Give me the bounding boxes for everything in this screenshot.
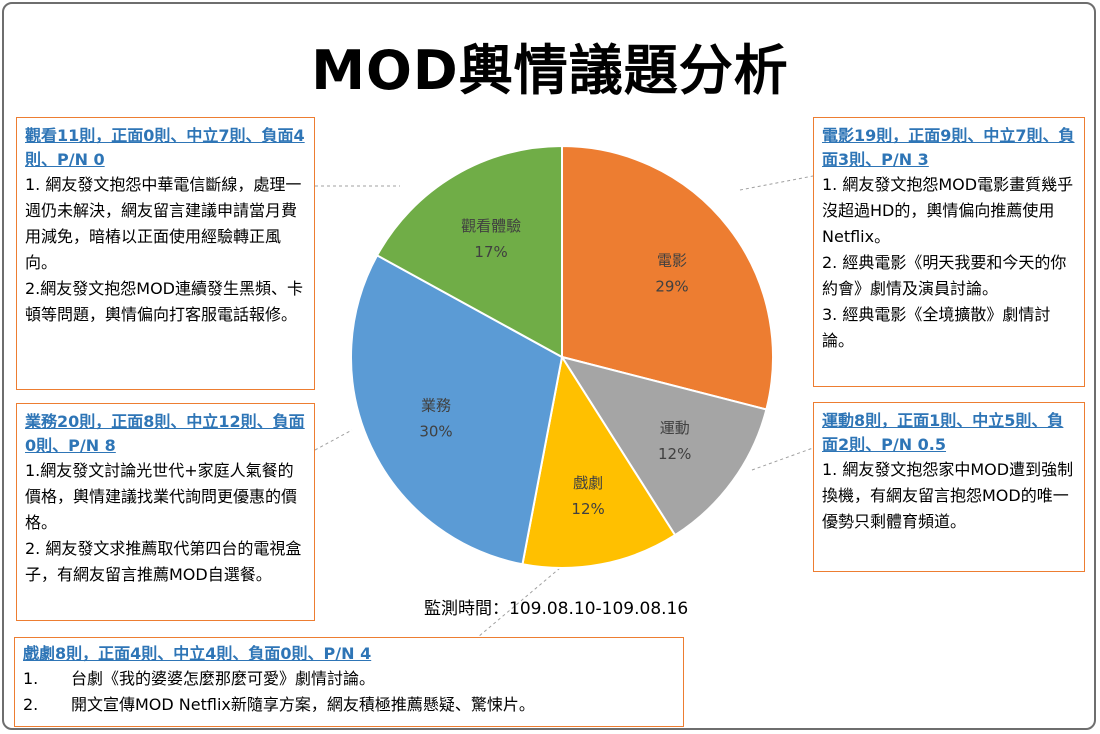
callout-item-drama-2: 2. 開文宣傳MOD Netflix新隨享方案，網友積極推薦懸疑、驚悚片。 [23,692,676,718]
callout-heading-business: 業務20則，正面8則、中立12則、負面0則、P/N 8 [25,412,305,455]
pie-slice-percent-3: 12% [571,500,604,518]
pie-slice-2 [559,355,768,537]
pie-slice-name-4: 業務 [421,396,451,414]
pie-slice-4 [350,253,564,566]
pie-slice-name-2: 運動 [660,419,690,437]
callout-heading-drama: 戲劇8則，正面4則、中立4則、負面0則、P/N 4 [23,644,372,663]
callout-item-sports-1: 1. 網友發文抱怨家中MOD遭到強制換機，有網友留言抱怨MOD的唯一優勢只剩體育… [822,460,1074,531]
monitor-period: 監測時間：109.08.10-109.08.16 [424,599,689,619]
callout-heading-watch: 觀看11則，正面0則、中立7則、負面4則、P/N 0 [25,126,305,169]
callout-item-movie-3: 3. 經典電影《全境擴散》劇情討論。 [822,305,1051,350]
callout-item-drama-1-num: 1. [23,669,39,688]
callout-item-watch-1: 1. 網友發文抱怨中華電信斷線，處理一週仍未解決，網友留言建議申請當月費用減免，… [25,175,302,272]
callout-item-drama-2-text: 開文宣傳MOD Netflix新隨享方案，網友積極推薦懸疑、驚悚片。 [71,695,535,714]
callout-box-drama: 戲劇8則，正面4則、中立4則、負面0則、P/N 4 1. 台劇《我的婆婆怎麼那麼可… [14,637,684,727]
callout-heading-sports: 運動8則，正面1則、中立5則、負面2則、P/N 0.5 [822,411,1064,454]
callout-item-movie-2: 2. 經典電影《明天我要和今天的你約會》劇情及演員討論。 [822,253,1067,298]
callout-item-movie-1: 1. 網友發文抱怨MOD電影畫質幾乎沒超過HD的，輿情偏向推薦使用Netflix… [822,175,1074,246]
pie-slice-name-1: 電影 [657,252,687,270]
pie-slice-name-5: 觀看體驗 [461,217,521,235]
pie-slice-percent-2: 12% [658,445,691,463]
callout-item-business-1: 1.網友發文討論光世代+家庭人氣餐的價格，輿情建議找業代詢問更優惠的價格。 [25,461,298,532]
leader-lines [314,175,814,638]
pie-slice-name-3: 戲劇 [573,474,603,492]
pie-slice-percent-1: 29% [655,278,688,296]
callout-item-drama-2-num: 2. [23,695,39,714]
pie-slice-percent-5: 17% [474,243,507,261]
page-title: MOD輿情議題分析 [311,39,789,102]
callout-box-watch: 觀看11則，正面0則、中立7則、負面4則、P/N 0 1. 網友發文抱怨中華電信… [16,117,315,390]
pie-slice-3 [521,354,677,569]
pie-slice-5 [375,144,563,359]
callout-box-sports: 運動8則，正面1則、中立5則、負面2則、P/N 0.5 1. 網友發文抱怨家中M… [813,402,1085,572]
callout-item-drama-1: 1. 台劇《我的婆婆怎麼那麼可愛》劇情討論。 [23,666,676,692]
callout-item-business-2: 2. 網友發文求推薦取代第四台的電視盒子，有網友留言推薦MOD自選餐。 [25,539,302,584]
leader-line-business [314,429,353,451]
pie-slice-percent-4: 30% [419,422,452,440]
callout-box-business: 業務20則，正面8則、中立12則、負面0則、P/N 8 1.網友發文討論光世代+… [16,403,315,621]
callout-heading-movie: 電影19則，正面9則、中立7則、負面3則、P/N 3 [822,126,1075,169]
callout-item-watch-2: 2.網友發文抱怨MOD連續發生黑頻、卡頓等問題，輿情偏向打客服電話報修。 [25,279,303,324]
callout-box-movie: 電影19則，正面9則、中立7則、負面3則、P/N 3 1. 網友發文抱怨MOD電… [813,117,1085,387]
callout-item-drama-1-text: 台劇《我的婆婆怎麼那麼可愛》劇情討論。 [71,669,376,688]
leader-line-movie [739,175,814,191]
pie-slice-1 [561,144,774,411]
leader-line-sports [751,447,814,471]
